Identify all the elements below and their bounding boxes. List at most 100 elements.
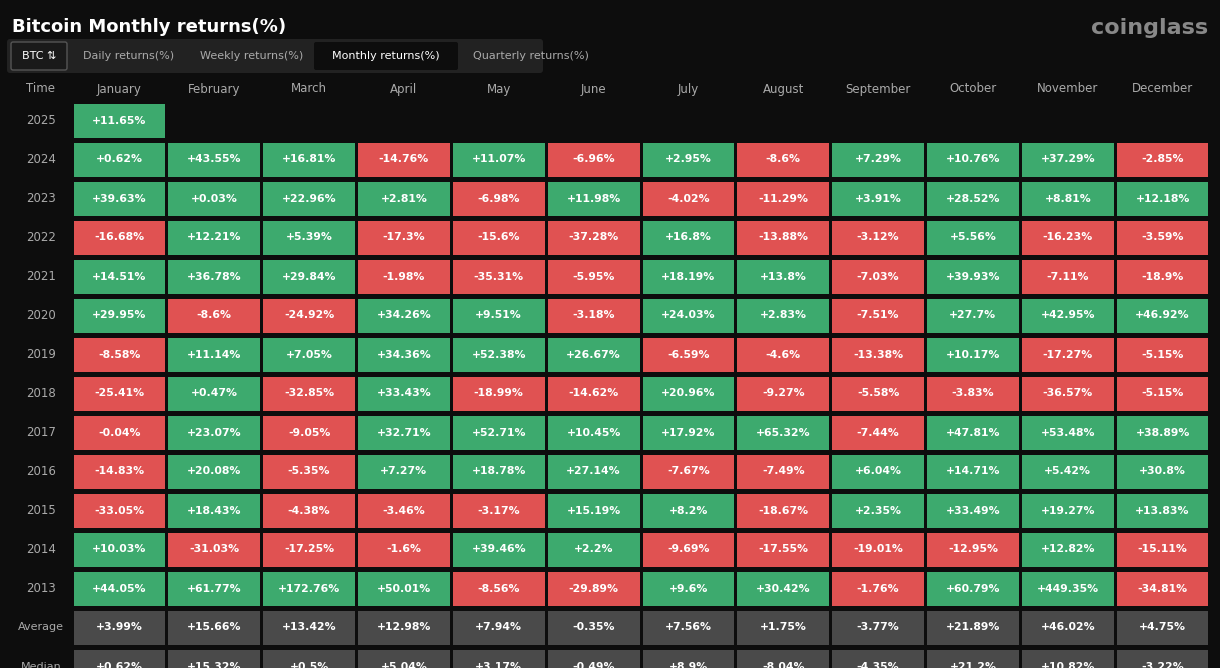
Bar <box>357 611 450 645</box>
Text: +32.71%: +32.71% <box>377 428 431 438</box>
Text: +34.26%: +34.26% <box>377 311 432 321</box>
Bar <box>357 572 450 605</box>
Text: Daily returns(%): Daily returns(%) <box>83 51 174 61</box>
Text: January: January <box>96 83 142 96</box>
Text: Average: Average <box>18 623 63 633</box>
Text: -7.51%: -7.51% <box>856 311 899 321</box>
Bar <box>73 649 166 668</box>
Text: +27.14%: +27.14% <box>566 466 621 476</box>
Text: 2014: 2014 <box>26 543 56 556</box>
Bar <box>737 182 830 216</box>
Bar <box>643 220 734 255</box>
Text: +16.81%: +16.81% <box>282 154 337 164</box>
Bar <box>1116 259 1209 293</box>
Bar <box>643 454 734 488</box>
Text: +28.52%: +28.52% <box>946 194 1000 204</box>
Bar <box>453 415 544 450</box>
Bar <box>927 377 1019 411</box>
Text: +12.21%: +12.21% <box>187 232 242 242</box>
Bar <box>1116 532 1209 566</box>
Bar <box>264 649 355 668</box>
Bar <box>453 220 544 255</box>
FancyBboxPatch shape <box>314 42 458 70</box>
Text: Monthly returns(%): Monthly returns(%) <box>332 51 440 61</box>
Bar <box>453 337 544 371</box>
Text: +21.2%: +21.2% <box>949 661 997 668</box>
Bar <box>737 532 830 566</box>
Bar <box>832 611 924 645</box>
Bar <box>927 649 1019 668</box>
Bar <box>168 182 260 216</box>
Text: -8.04%: -8.04% <box>762 661 804 668</box>
Bar <box>1022 611 1114 645</box>
Text: +10.17%: +10.17% <box>946 349 1000 359</box>
Bar <box>548 532 639 566</box>
Bar <box>1116 572 1209 605</box>
Text: +23.07%: +23.07% <box>187 428 242 438</box>
Text: -5.58%: -5.58% <box>856 389 899 399</box>
Bar <box>927 182 1019 216</box>
Text: +10.45%: +10.45% <box>566 428 621 438</box>
Text: +36.78%: +36.78% <box>187 271 242 281</box>
Bar <box>1116 454 1209 488</box>
Bar <box>548 142 639 176</box>
Bar <box>737 494 830 528</box>
Text: +46.02%: +46.02% <box>1041 623 1096 633</box>
Text: -24.92%: -24.92% <box>284 311 334 321</box>
Bar <box>453 454 544 488</box>
Bar <box>168 532 260 566</box>
Text: +19.27%: +19.27% <box>1041 506 1096 516</box>
Text: +47.81%: +47.81% <box>946 428 1000 438</box>
Text: +2.81%: +2.81% <box>381 194 427 204</box>
Text: +29.95%: +29.95% <box>93 311 146 321</box>
Bar <box>643 611 734 645</box>
Text: +8.2%: +8.2% <box>669 506 708 516</box>
Text: +37.29%: +37.29% <box>1041 154 1096 164</box>
Bar <box>73 532 166 566</box>
Bar <box>737 259 830 293</box>
Text: +30.42%: +30.42% <box>756 584 810 593</box>
Bar <box>643 649 734 668</box>
Text: -12.95%: -12.95% <box>948 544 998 554</box>
Bar <box>832 494 924 528</box>
Text: +20.08%: +20.08% <box>187 466 242 476</box>
Bar <box>453 259 544 293</box>
Text: -18.67%: -18.67% <box>758 506 809 516</box>
Bar <box>737 299 830 333</box>
Text: -7.67%: -7.67% <box>667 466 710 476</box>
Bar <box>453 649 544 668</box>
Text: -17.3%: -17.3% <box>383 232 426 242</box>
Bar <box>1022 299 1114 333</box>
Bar <box>1022 572 1114 605</box>
Text: -5.15%: -5.15% <box>1142 389 1183 399</box>
Bar <box>548 182 639 216</box>
Text: +11.98%: +11.98% <box>566 194 621 204</box>
Bar <box>1022 415 1114 450</box>
Text: +9.6%: +9.6% <box>669 584 708 593</box>
Bar <box>927 415 1019 450</box>
Text: +33.49%: +33.49% <box>946 506 1000 516</box>
Bar <box>643 259 734 293</box>
Text: -8.58%: -8.58% <box>99 349 140 359</box>
Bar <box>357 494 450 528</box>
Bar <box>548 337 639 371</box>
Text: -4.35%: -4.35% <box>856 661 899 668</box>
Text: +6.04%: +6.04% <box>854 466 902 476</box>
Bar <box>453 182 544 216</box>
Text: +60.79%: +60.79% <box>946 584 1000 593</box>
Text: +16.8%: +16.8% <box>665 232 711 242</box>
Text: July: July <box>678 83 699 96</box>
Text: +2.35%: +2.35% <box>854 506 902 516</box>
Text: Weekly returns(%): Weekly returns(%) <box>200 51 304 61</box>
Text: -3.12%: -3.12% <box>856 232 899 242</box>
Text: +20.96%: +20.96% <box>661 389 716 399</box>
Bar <box>1022 220 1114 255</box>
Bar <box>264 454 355 488</box>
Text: -9.69%: -9.69% <box>667 544 710 554</box>
Text: +18.78%: +18.78% <box>472 466 526 476</box>
Text: -5.95%: -5.95% <box>572 271 615 281</box>
Text: -0.49%: -0.49% <box>572 661 615 668</box>
Text: Time: Time <box>27 83 55 96</box>
Text: +2.95%: +2.95% <box>665 154 711 164</box>
Text: +11.65%: +11.65% <box>93 116 146 126</box>
